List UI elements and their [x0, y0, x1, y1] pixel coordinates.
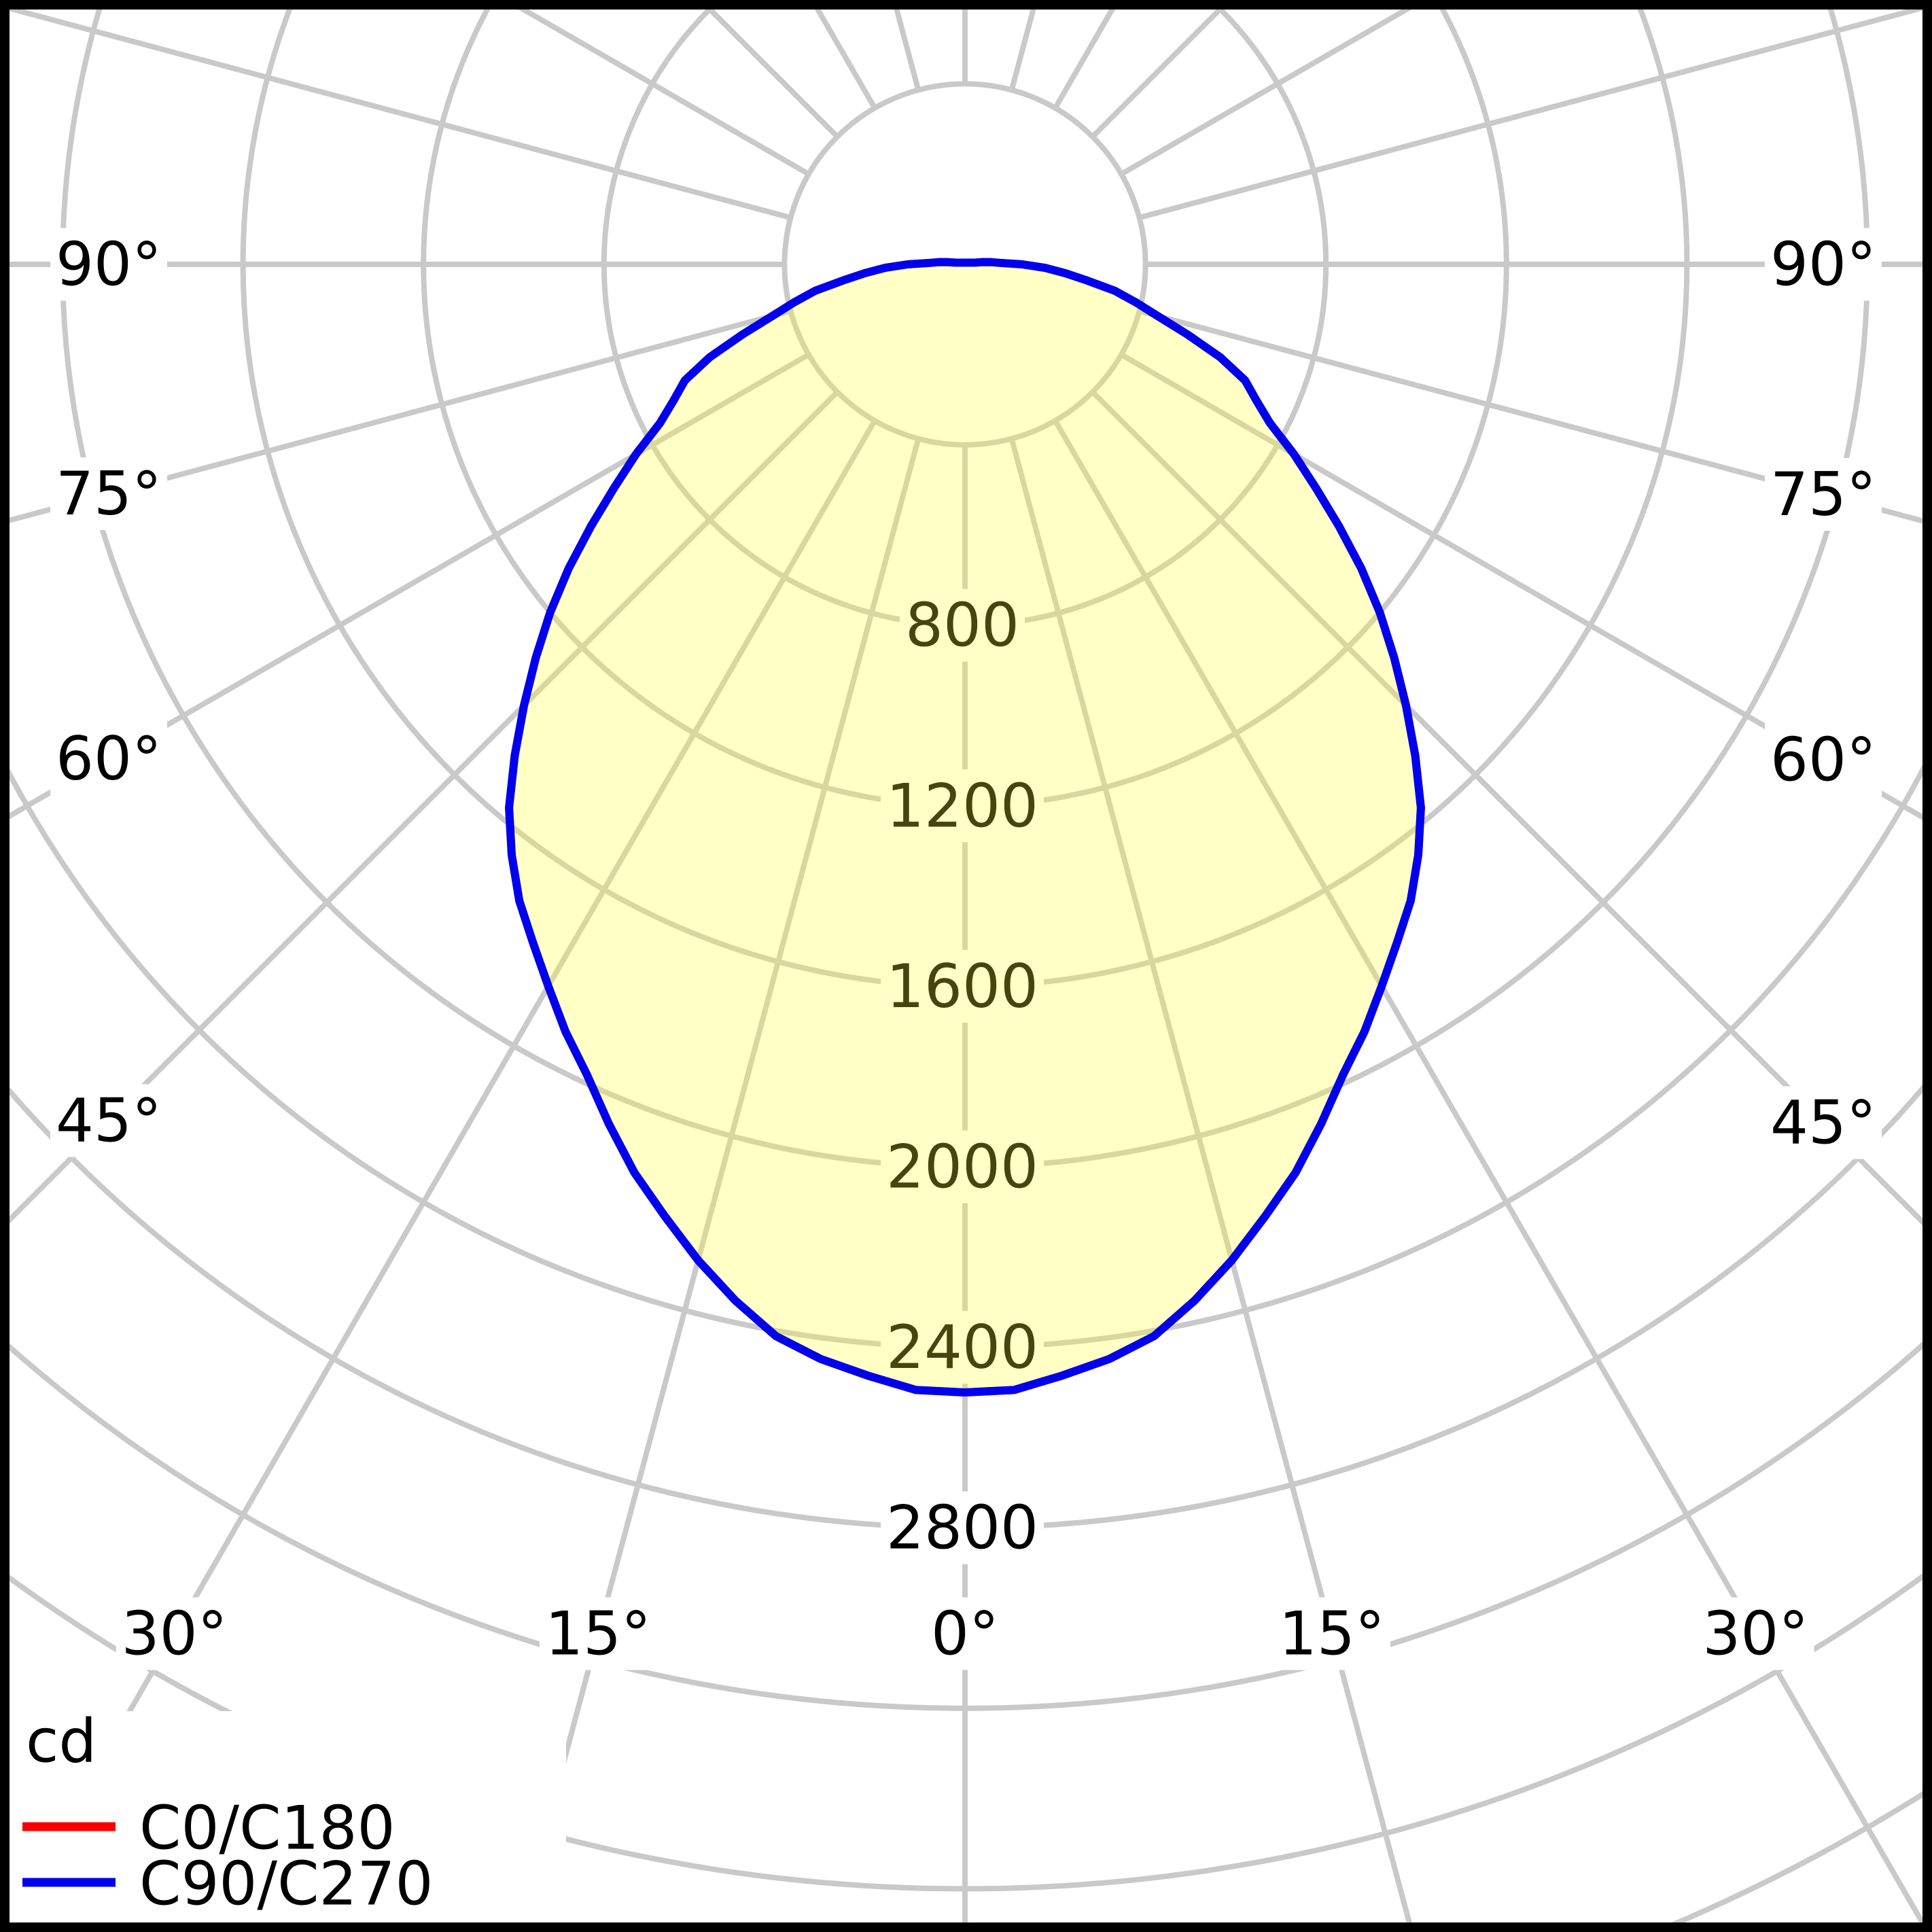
radial-tick-label-2400-mask [881, 1311, 1044, 1384]
angle-label-bottom-0-mask [926, 1597, 1004, 1670]
angle-label-bottom-30-mask [1697, 1597, 1814, 1670]
angle-label-bottom--15: 15° [545, 1599, 651, 1669]
grid-ray-15 [1008, 438, 1415, 1932]
legend-backdrop [5, 1711, 566, 1927]
angle-label-left-60-mask [50, 722, 167, 795]
angle-label-right-45-mask [1765, 1086, 1882, 1159]
grid-ray-240 [502, 0, 810, 177]
grid-ray-315 [0, 389, 840, 1233]
angle-label-left-45-mask [50, 1084, 167, 1157]
grid-ray-255 [0, 3, 792, 221]
radial-tick-label-2800: 2800 [886, 1493, 1038, 1563]
angle-label-bottom--15-mask [540, 1597, 657, 1670]
grid-ray-120 [1120, 0, 1428, 177]
radial-tick-label-1200-mask [881, 769, 1044, 843]
radial-tick-label-800: 800 [905, 591, 1019, 661]
radial-tick-label-2000: 2000 [886, 1132, 1038, 1202]
intensity-curve-c90-c270 [505, 258, 1425, 1397]
angle-label-bottom-0: 0° [931, 1599, 999, 1669]
radial-tick-label-2400: 2400 [886, 1312, 1038, 1382]
legend-label-c90-c270: C90/C270 [139, 1849, 433, 1919]
radial-tick-label-800-mask [900, 589, 1025, 662]
grid-ray-45 [1090, 389, 1932, 1235]
angle-label-bottom-30: 30° [1702, 1599, 1808, 1669]
angle-label-bottom--30-mask [116, 1597, 233, 1670]
angle-label-bottom--30: 30° [122, 1599, 228, 1669]
angle-label-left-90-mask [50, 228, 167, 301]
angle-label-right-75-mask [1765, 457, 1882, 531]
radial-tick-label-1600-mask [881, 949, 1044, 1023]
angle-label-right-60-mask [1765, 723, 1882, 796]
grid-ray-75 [1138, 308, 1932, 527]
intensity-curves [505, 258, 1425, 1397]
angle-label-bottom-15-mask [1273, 1597, 1390, 1670]
angle-label-left-90: 90° [56, 230, 162, 300]
tick-labels: 800 1200 1600 2000 2400 2800 90° 90° 75° 75° 60° 60… [50, 228, 1882, 1670]
angle-label-right-90-mask [1765, 228, 1882, 301]
grid-ray-30 [1053, 419, 1931, 1932]
radial-tick-label-1200: 1200 [886, 771, 1038, 841]
angle-label-left-75-mask [50, 457, 167, 531]
radial-tick-label-2800-mask [881, 1491, 1044, 1564]
angle-label-left-60: 60° [56, 724, 162, 794]
angle-label-right-90: 90° [1770, 230, 1876, 300]
angle-label-right-60: 60° [1770, 725, 1876, 795]
grid-ray-285 [0, 308, 792, 526]
radial-tick-label-1600: 1600 [886, 951, 1038, 1021]
legend: cd C0/C180 C90/C270 [5, 1706, 566, 1927]
angle-label-left-45: 45° [56, 1086, 162, 1156]
angle-label-right-75: 75° [1770, 459, 1876, 529]
unit-label: cd [26, 1706, 96, 1776]
legend-label-c0-c180: C0/C180 [139, 1793, 396, 1863]
angle-label-right-45: 45° [1770, 1088, 1876, 1158]
angle-label-bottom-15: 15° [1279, 1599, 1385, 1669]
angle-label-left-75: 75° [56, 459, 162, 529]
grid-ray-105 [1138, 2, 1932, 221]
grid-ray-300 [0, 352, 810, 825]
radial-tick-label-2000-mask [881, 1130, 1044, 1204]
grid-ray-60 [1120, 352, 1932, 826]
